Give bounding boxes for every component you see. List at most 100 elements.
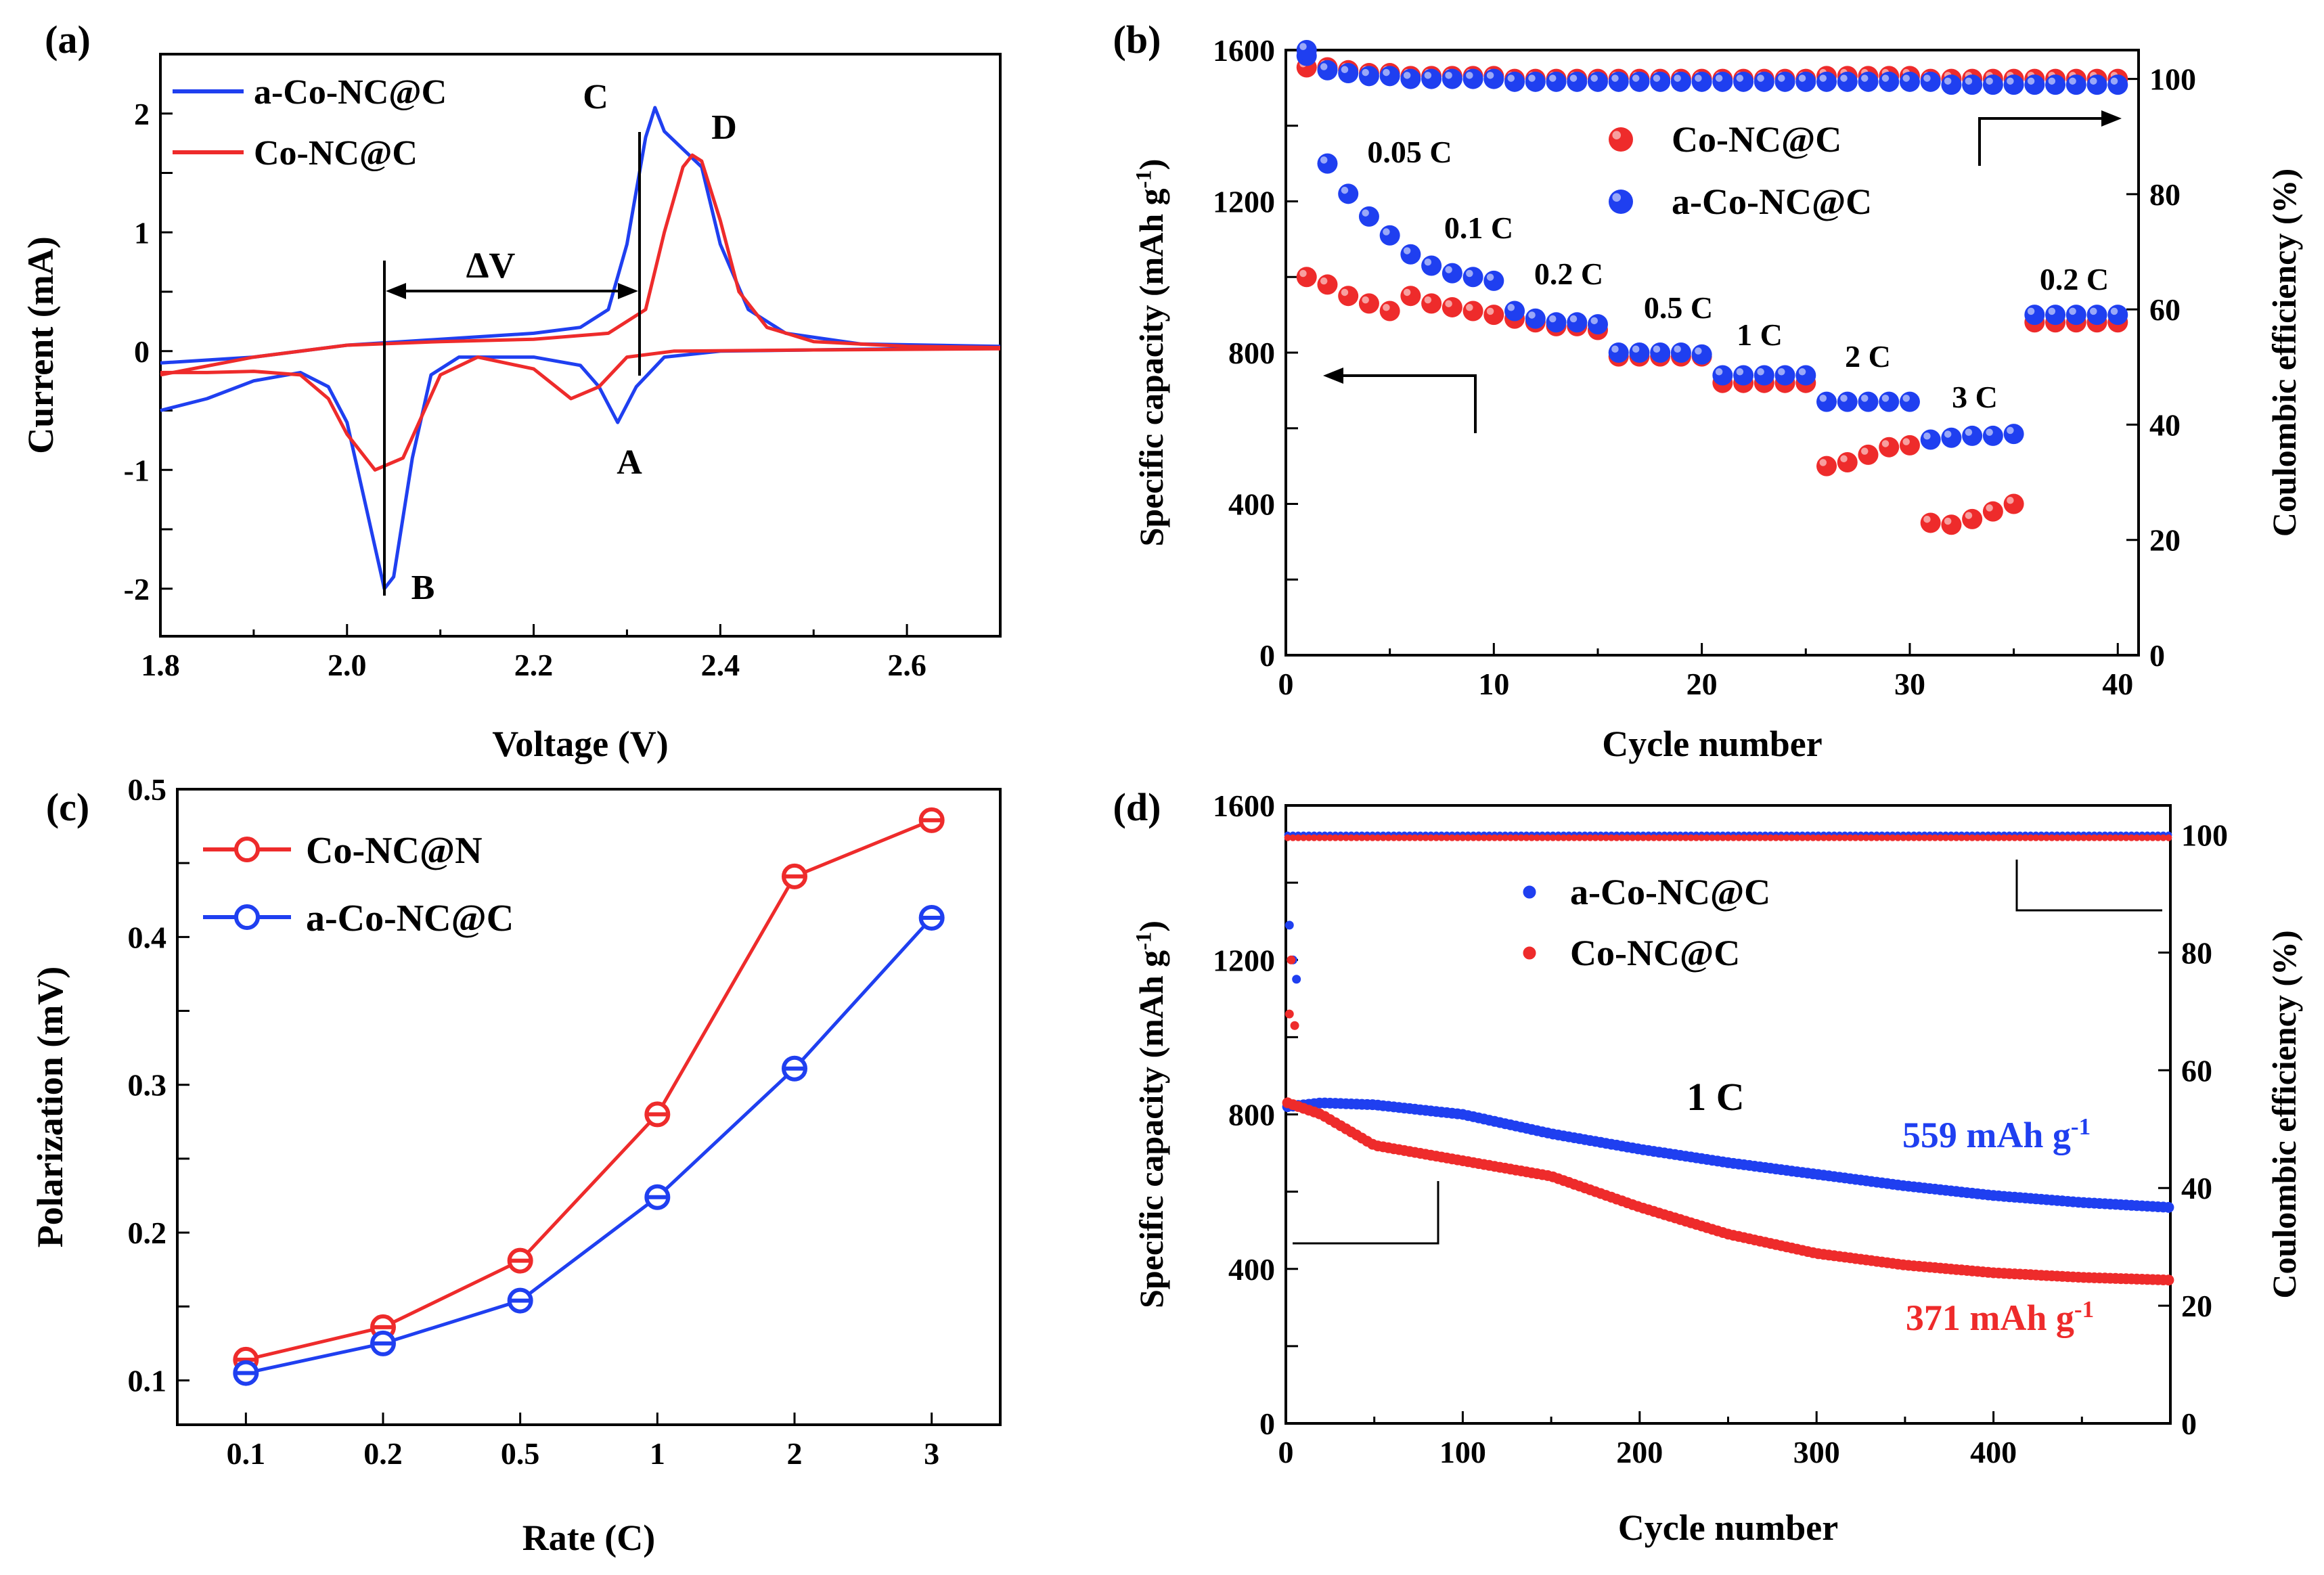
panel-d-eff-point-1 <box>2032 834 2040 841</box>
panel-d-eff-point-1 <box>1995 834 2003 841</box>
panel-b-cap-point-1-39-body <box>2107 305 2128 326</box>
panel-b-ytick-right-5-label: 100 <box>2149 62 2196 97</box>
panel-b-eff-point-1-1 <box>1317 60 1338 81</box>
panel-b-eff-point-1-27-body <box>1858 71 1879 92</box>
panel-b-cap-point-1-0 <box>1296 40 1317 60</box>
panel-d-ytick-3-label: 1200 <box>1213 943 1275 977</box>
panel-b-cap-point-1-10-shine <box>1507 304 1515 311</box>
panel-d-eff-point-1 <box>1321 834 1328 841</box>
panel-b-eff-point-1-35-shine <box>2027 77 2035 85</box>
panel-b-eff-point-1-24-body <box>1795 71 1816 92</box>
panel-d-eff-point-1 <box>1645 834 1652 841</box>
panel-d-eff-point-1 <box>1762 834 1769 841</box>
panel-b-eff-point-1-22-shine <box>1757 74 1764 82</box>
panel-c-xtick-4-label: 2 <box>787 1436 803 1471</box>
panel-b-ytick-3-label: 1200 <box>1213 185 1275 219</box>
panel-b-legend-swatch-1-body <box>1609 190 1633 214</box>
panel-b-eff-point-1-13-shine <box>1569 74 1578 82</box>
panel-b-cap-point-1-6-shine <box>1424 258 1432 266</box>
panel-b-eff-point-1-16-body <box>1629 71 1650 92</box>
panel-b-eff-point-1-14-shine <box>1590 74 1598 82</box>
panel-d-eff-point-1 <box>1603 834 1610 841</box>
panel-d-series-1 <box>1282 834 2174 1286</box>
panel-b-cap-point-0-28-body <box>1879 437 1900 458</box>
panel-d-eff-point-1 <box>1592 834 1599 841</box>
panel-b-cap-point-1-7 <box>1442 263 1462 284</box>
panel-d-eff-point-1 <box>1969 834 1976 841</box>
panel-b-eff-point-1-13 <box>1567 71 1588 92</box>
panel-b-cap-point-0-26-body <box>1837 452 1858 473</box>
panel-a-ytick-2-label: 0 <box>134 334 150 369</box>
panel-b-cap-point-1-29-body <box>1899 391 1920 412</box>
panel-d-eff-point-1 <box>1555 834 1562 841</box>
panel-b-eff-point-1-10-body <box>1504 71 1525 92</box>
panel-b-eff-point-1-2-body <box>1338 63 1359 84</box>
panel-b-cap-point-1-13-shine <box>1569 315 1578 323</box>
panel-b-cap-point-1-8-shine <box>1466 269 1473 278</box>
panel-d-eff-point-1 <box>1735 834 1743 841</box>
panel-d-eff-point-1 <box>1523 834 1530 841</box>
panel-d-eff-point-1 <box>1793 834 1801 841</box>
panel-d-eff-point-1 <box>1491 834 1498 841</box>
panel-d-ylabel-right: Coulombic efficiency (%) <box>2265 930 2303 1298</box>
panel-a-xtick-2-label: 2.2 <box>514 648 554 682</box>
panel-a-tag: (a) <box>45 18 91 62</box>
panel-b-eff-point-1-4-body <box>1379 66 1400 87</box>
panel-b-cap-point-1-28-shine <box>1881 395 1890 402</box>
panel-b-cap-point-0-34-shine <box>2007 497 2014 504</box>
panel-b-cap-point-1-10 <box>1504 301 1525 321</box>
panel-b-cap-point-1-15-shine <box>1611 345 1619 353</box>
panel-b-eff-point-1-16 <box>1629 71 1650 92</box>
panel-d-eff-point-1 <box>1741 834 1747 841</box>
panel-b-xlabel: Cycle number <box>1602 724 1822 764</box>
panel-b-cap-point-0-9-body <box>1483 305 1504 326</box>
panel-b-cap-point-0-30-body <box>1920 512 1941 533</box>
panel-b-cap-point-0-5-shine <box>1403 288 1411 296</box>
panel-b-cap-point-1-9-body <box>1483 270 1504 291</box>
panel-d-eff-point-1 <box>1724 834 1732 841</box>
panel-b-cap-point-1-16-shine <box>1632 345 1640 353</box>
panel-d-eff-point-1 <box>2101 834 2109 841</box>
panel-b-cap-point-1-21-shine <box>1736 368 1744 376</box>
panel-d-eff-point-1 <box>1676 834 1684 841</box>
panel-d-eff-point-1 <box>1905 834 1913 841</box>
panel-d-eff-point-1 <box>2112 834 2119 841</box>
panel-d-eff-point-1 <box>2021 834 2029 841</box>
panel-d-xtick-2-label: 200 <box>1616 1435 1663 1469</box>
panel-b-cap-point-1-10-body <box>1504 301 1525 321</box>
panel-b-xtick-3-label: 30 <box>1894 667 1925 701</box>
panel-a-annotation-d: D <box>711 108 737 147</box>
panel-b-cap-point-0-5-body <box>1400 286 1421 307</box>
panel-d-eff-point-1 <box>1406 834 1413 841</box>
panel-d-ytick-2-label: 800 <box>1228 1098 1275 1132</box>
panel-b-cap-point-1-18-shine <box>1674 345 1681 353</box>
panel-b-ytick-right-3-label: 60 <box>2149 292 2181 327</box>
panel-b-cap-point-1-16-body <box>1629 342 1650 363</box>
panel-d-capacity-bracket <box>1293 1181 1439 1245</box>
panel-b-cap-point-1-7-shine <box>1445 266 1452 273</box>
panel-b-cap-point-0-25-body <box>1816 456 1837 476</box>
panel-d-eff-point-1 <box>2154 834 2162 841</box>
panel-c-legend-marker-1 <box>234 904 260 930</box>
panel-b-eff-point-1-38-body <box>2086 74 2107 95</box>
panel-d-xtick-0-label: 0 <box>1278 1435 1294 1469</box>
panel-b-cap-point-1-34-shine <box>2007 426 2014 435</box>
panel-b-ylabel-right: Coulombic efficiency (%) <box>2265 169 2303 537</box>
panel-b-cap-point-1-38 <box>2086 305 2107 326</box>
panel-d-eff-point-1 <box>1289 834 1297 841</box>
panel-b-cap-point-1-35-body <box>2024 305 2045 326</box>
panel-b-cap-point-1-20-shine <box>1715 368 1723 376</box>
panel-b-eff-point-1-22 <box>1753 71 1774 92</box>
panel-b-cap-point-1-32 <box>1962 425 1983 446</box>
panel-b-eff-point-1-5-body <box>1400 68 1421 89</box>
panel-d-legend-label-1: Co-NC@C <box>1570 933 1740 973</box>
panel-b-eff-point-1-3-shine <box>1362 68 1369 76</box>
panel-b-xtick-0-label: 0 <box>1278 667 1294 701</box>
panel-b-eff-point-1-7-body <box>1442 68 1462 89</box>
panel-c-tag: (c) <box>46 785 89 829</box>
panel-d-eff-point-1 <box>1284 834 1291 841</box>
panel-b-eff-point-1-15-body <box>1608 71 1629 92</box>
panel-d-eff-point-1 <box>2064 834 2072 841</box>
panel-d-eff-point-1 <box>1937 834 1944 841</box>
panel-b-cap-point-1-24-body <box>1795 365 1816 386</box>
